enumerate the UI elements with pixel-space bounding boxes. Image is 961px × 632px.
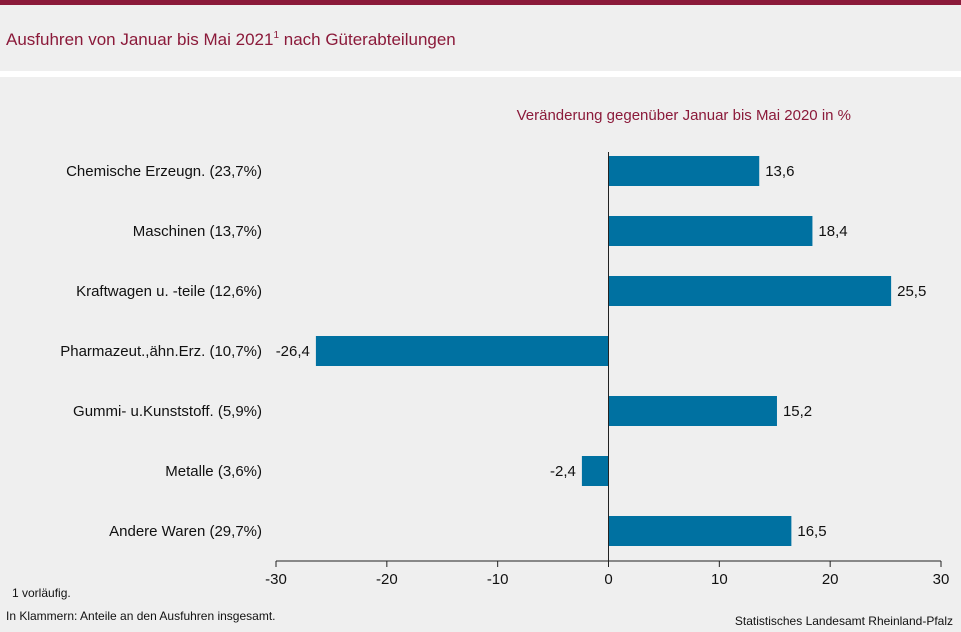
bar-3 (315, 336, 609, 366)
top-accent-bar (0, 0, 961, 5)
category-label-6: Andere Waren (29,7%) (109, 523, 262, 540)
x-tick-label-5: 20 (822, 571, 839, 588)
category-label-4: Gummi- u.Kunststoff. (5,9%) (73, 403, 262, 420)
source-label: Statistisches Landesamt Rheinland-Pfalz (734, 614, 953, 628)
category-label-3: Pharmazeut.,ähn.Erz. (10,7%) (60, 343, 262, 360)
x-tick-label-3: 0 (604, 571, 612, 588)
bars-group (315, 156, 892, 546)
x-tick-label-4: 10 (711, 571, 728, 588)
category-label-1: Maschinen (13,7%) (133, 223, 262, 240)
title-footnote-marker: 1 (273, 30, 280, 41)
bar-4 (608, 396, 777, 426)
footnote-shares: In Klammern: Anteile an den Ausfuhren in… (6, 609, 276, 623)
bar-2 (608, 276, 892, 306)
value-label-2: 25,5 (897, 283, 926, 300)
value-label-0: 13,6 (765, 163, 794, 180)
x-tick-label-6: 30 (933, 571, 950, 588)
value-label-4: 15,2 (783, 403, 812, 420)
chart-subtitle: Veränderung gegenüber Januar bis Mai 202… (517, 107, 851, 124)
x-tick-label-2: -10 (487, 571, 509, 588)
category-label-5: Metalle (3,6%) (165, 463, 262, 480)
x-ticks-group: -30 -20 -10 0 10 20 30 (265, 561, 949, 588)
bar-0 (608, 156, 760, 186)
x-tick-label-0: -30 (265, 571, 287, 588)
category-labels-group: Chemische Erzeugn. (23,7%) Maschinen (13,… (60, 163, 262, 540)
bar-1 (608, 216, 813, 246)
value-label-5: -2,4 (550, 463, 576, 480)
category-label-2: Kraftwagen u. -teile (12,6%) (76, 283, 262, 300)
value-labels-group: 13,6 18,4 25,5 -26,4 15,2 -2,4 16,5 (276, 163, 927, 540)
title-main: Ausfuhren von Januar bis Mai 2021 (6, 30, 274, 49)
header-separator (0, 71, 961, 77)
footnote-preliminary: 1 vorläufig. (12, 586, 71, 600)
value-label-3: -26,4 (276, 343, 310, 360)
bar-6 (608, 516, 792, 546)
category-label-0: Chemische Erzeugn. (23,7%) (66, 163, 262, 180)
bar-5 (581, 456, 609, 486)
page-title: Ausfuhren von Januar bis Mai 20211 nach … (6, 30, 456, 50)
title-rest: nach Güterabteilungen (279, 30, 456, 49)
value-label-1: 18,4 (818, 223, 847, 240)
value-label-6: 16,5 (797, 523, 826, 540)
x-tick-label-1: -20 (376, 571, 398, 588)
